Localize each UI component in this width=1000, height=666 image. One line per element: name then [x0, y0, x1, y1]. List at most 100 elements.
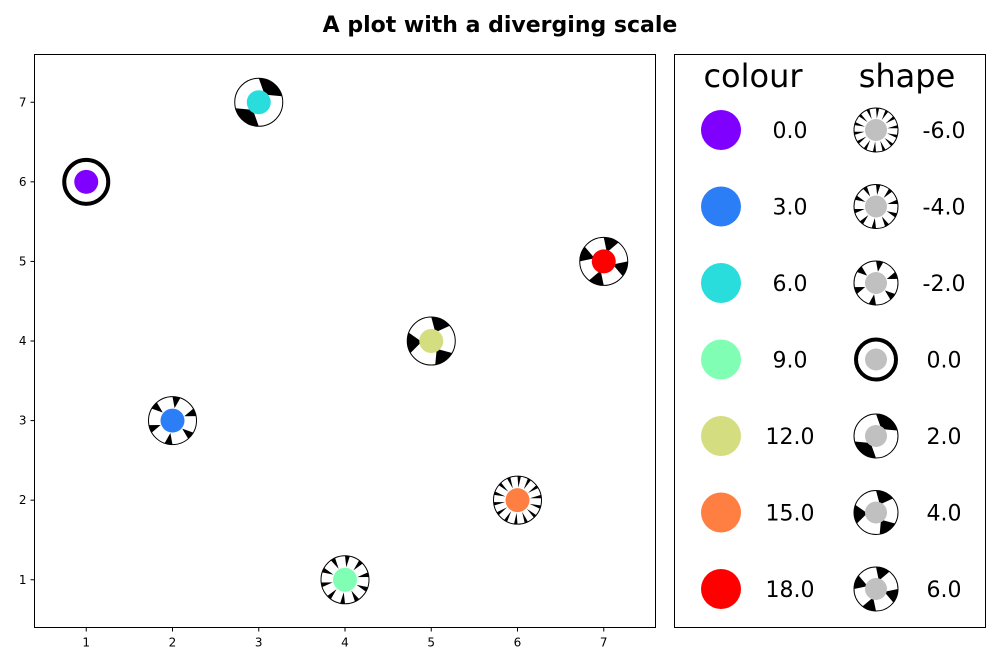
marker-segment: [340, 592, 345, 604]
legend-shape-title: shape: [859, 57, 956, 95]
marker-segment: [522, 511, 528, 524]
marker-segment: [887, 125, 898, 129]
marker-segment: [172, 396, 181, 409]
marker-segment: [881, 110, 889, 120]
x-tick-label: 6: [514, 636, 522, 650]
marker-segment: [886, 272, 898, 279]
x-tick-label: 2: [169, 636, 177, 650]
marker-segment: [876, 184, 881, 196]
y-tick-label: 2: [19, 493, 27, 507]
marker-segment: [148, 424, 161, 433]
marker-fill: [246, 90, 271, 115]
legend-shape-swatch: [853, 260, 899, 306]
marker-segment: [407, 332, 422, 353]
marker-segment: [862, 597, 876, 611]
marker-segment: [854, 575, 868, 589]
legend-colour-label: 0.0: [773, 119, 808, 144]
marker-segment: [863, 140, 871, 150]
legend-colour-swatch: [701, 339, 741, 380]
marker-segment: [353, 560, 363, 571]
marker-segment: [356, 584, 368, 592]
marker-segment: [529, 494, 542, 499]
marker-fill: [865, 348, 887, 371]
marker-segment: [496, 507, 508, 516]
legend-shape-swatch: [853, 490, 899, 535]
marker-segment: [886, 211, 897, 218]
legend-shape-label: 6.0: [927, 578, 962, 603]
y-tick-label: 6: [19, 175, 27, 189]
data-point: [579, 236, 629, 286]
legend-colour-swatch: [701, 186, 741, 227]
marker-segment: [872, 141, 876, 153]
plot-layer: 1 2 3 4 5 6 7 1 2 3 4 5 6 7: [19, 77, 629, 650]
marker-segment: [887, 199, 898, 205]
plot-area: [34, 54, 656, 628]
marker-segment: [579, 246, 595, 262]
marker-segment: [871, 217, 876, 229]
marker-segment: [854, 287, 866, 294]
marker-segment: [612, 261, 628, 277]
marker-segment: [517, 476, 521, 488]
marker-segment: [589, 270, 604, 286]
legend-shape-label: 2.0: [927, 425, 962, 450]
marker-segment: [357, 572, 369, 578]
y-tick-label: 4: [19, 334, 27, 348]
marker-segment: [330, 557, 339, 569]
marker-segment: [498, 482, 509, 492]
legend-colour-swatch: [701, 569, 741, 609]
marker-segment: [507, 477, 513, 489]
marker-segment: [884, 290, 896, 300]
marker-segment: [856, 266, 868, 276]
marker-segment: [494, 491, 506, 497]
marker-fill: [865, 425, 887, 447]
marker-segment: [327, 589, 337, 600]
marker-segment: [881, 216, 889, 227]
marker-segment: [435, 348, 453, 365]
marker-segment: [184, 408, 197, 417]
marker-segment: [876, 108, 880, 119]
marker-segment: [603, 237, 619, 253]
y-tick-label: 5: [19, 254, 27, 268]
marker-fill: [160, 408, 185, 433]
marker-segment: [868, 294, 876, 305]
data-point: [406, 316, 456, 366]
marker-segment: [493, 502, 506, 506]
marker-fill: [865, 501, 887, 524]
marker-segment: [431, 317, 450, 333]
x-tick-label: 3: [255, 636, 263, 650]
marker-segment: [866, 109, 872, 120]
marker-fill: [333, 567, 357, 592]
y-tick-label: 1: [19, 573, 27, 587]
marker-segment: [880, 140, 886, 151]
marker-segment: [855, 195, 866, 202]
marker-segment: [351, 590, 360, 602]
marker-fill: [505, 488, 530, 513]
marker-fill: [865, 119, 887, 141]
marker-segment: [182, 428, 194, 439]
marker-segment: [523, 478, 531, 490]
legend-colour-label: 18.0: [766, 578, 815, 603]
legend-colour-swatch: [701, 263, 741, 303]
marker-fill: [591, 249, 616, 274]
data-point: [148, 396, 197, 446]
marker-segment: [876, 261, 884, 272]
marker-segment: [884, 589, 898, 603]
legend-shape-swatch: [853, 184, 899, 229]
marker-segment: [321, 582, 333, 588]
legend-shape-label: -4.0: [923, 196, 966, 221]
marker-segment: [854, 208, 865, 214]
x-tick-label: 1: [82, 636, 90, 650]
legend-colour-swatch: [701, 110, 741, 150]
marker-fill: [865, 195, 887, 218]
marker-segment: [854, 131, 865, 135]
y-tick-label: 3: [19, 414, 27, 428]
legend-colour-title: colour: [703, 57, 803, 95]
legend-shape-swatch: [853, 413, 899, 459]
marker-segment: [883, 188, 893, 198]
marker-segment: [504, 511, 512, 522]
marker-segment: [858, 113, 868, 123]
marker-segment: [885, 116, 895, 124]
marker-fill: [865, 578, 887, 600]
marker-segment: [527, 485, 539, 494]
